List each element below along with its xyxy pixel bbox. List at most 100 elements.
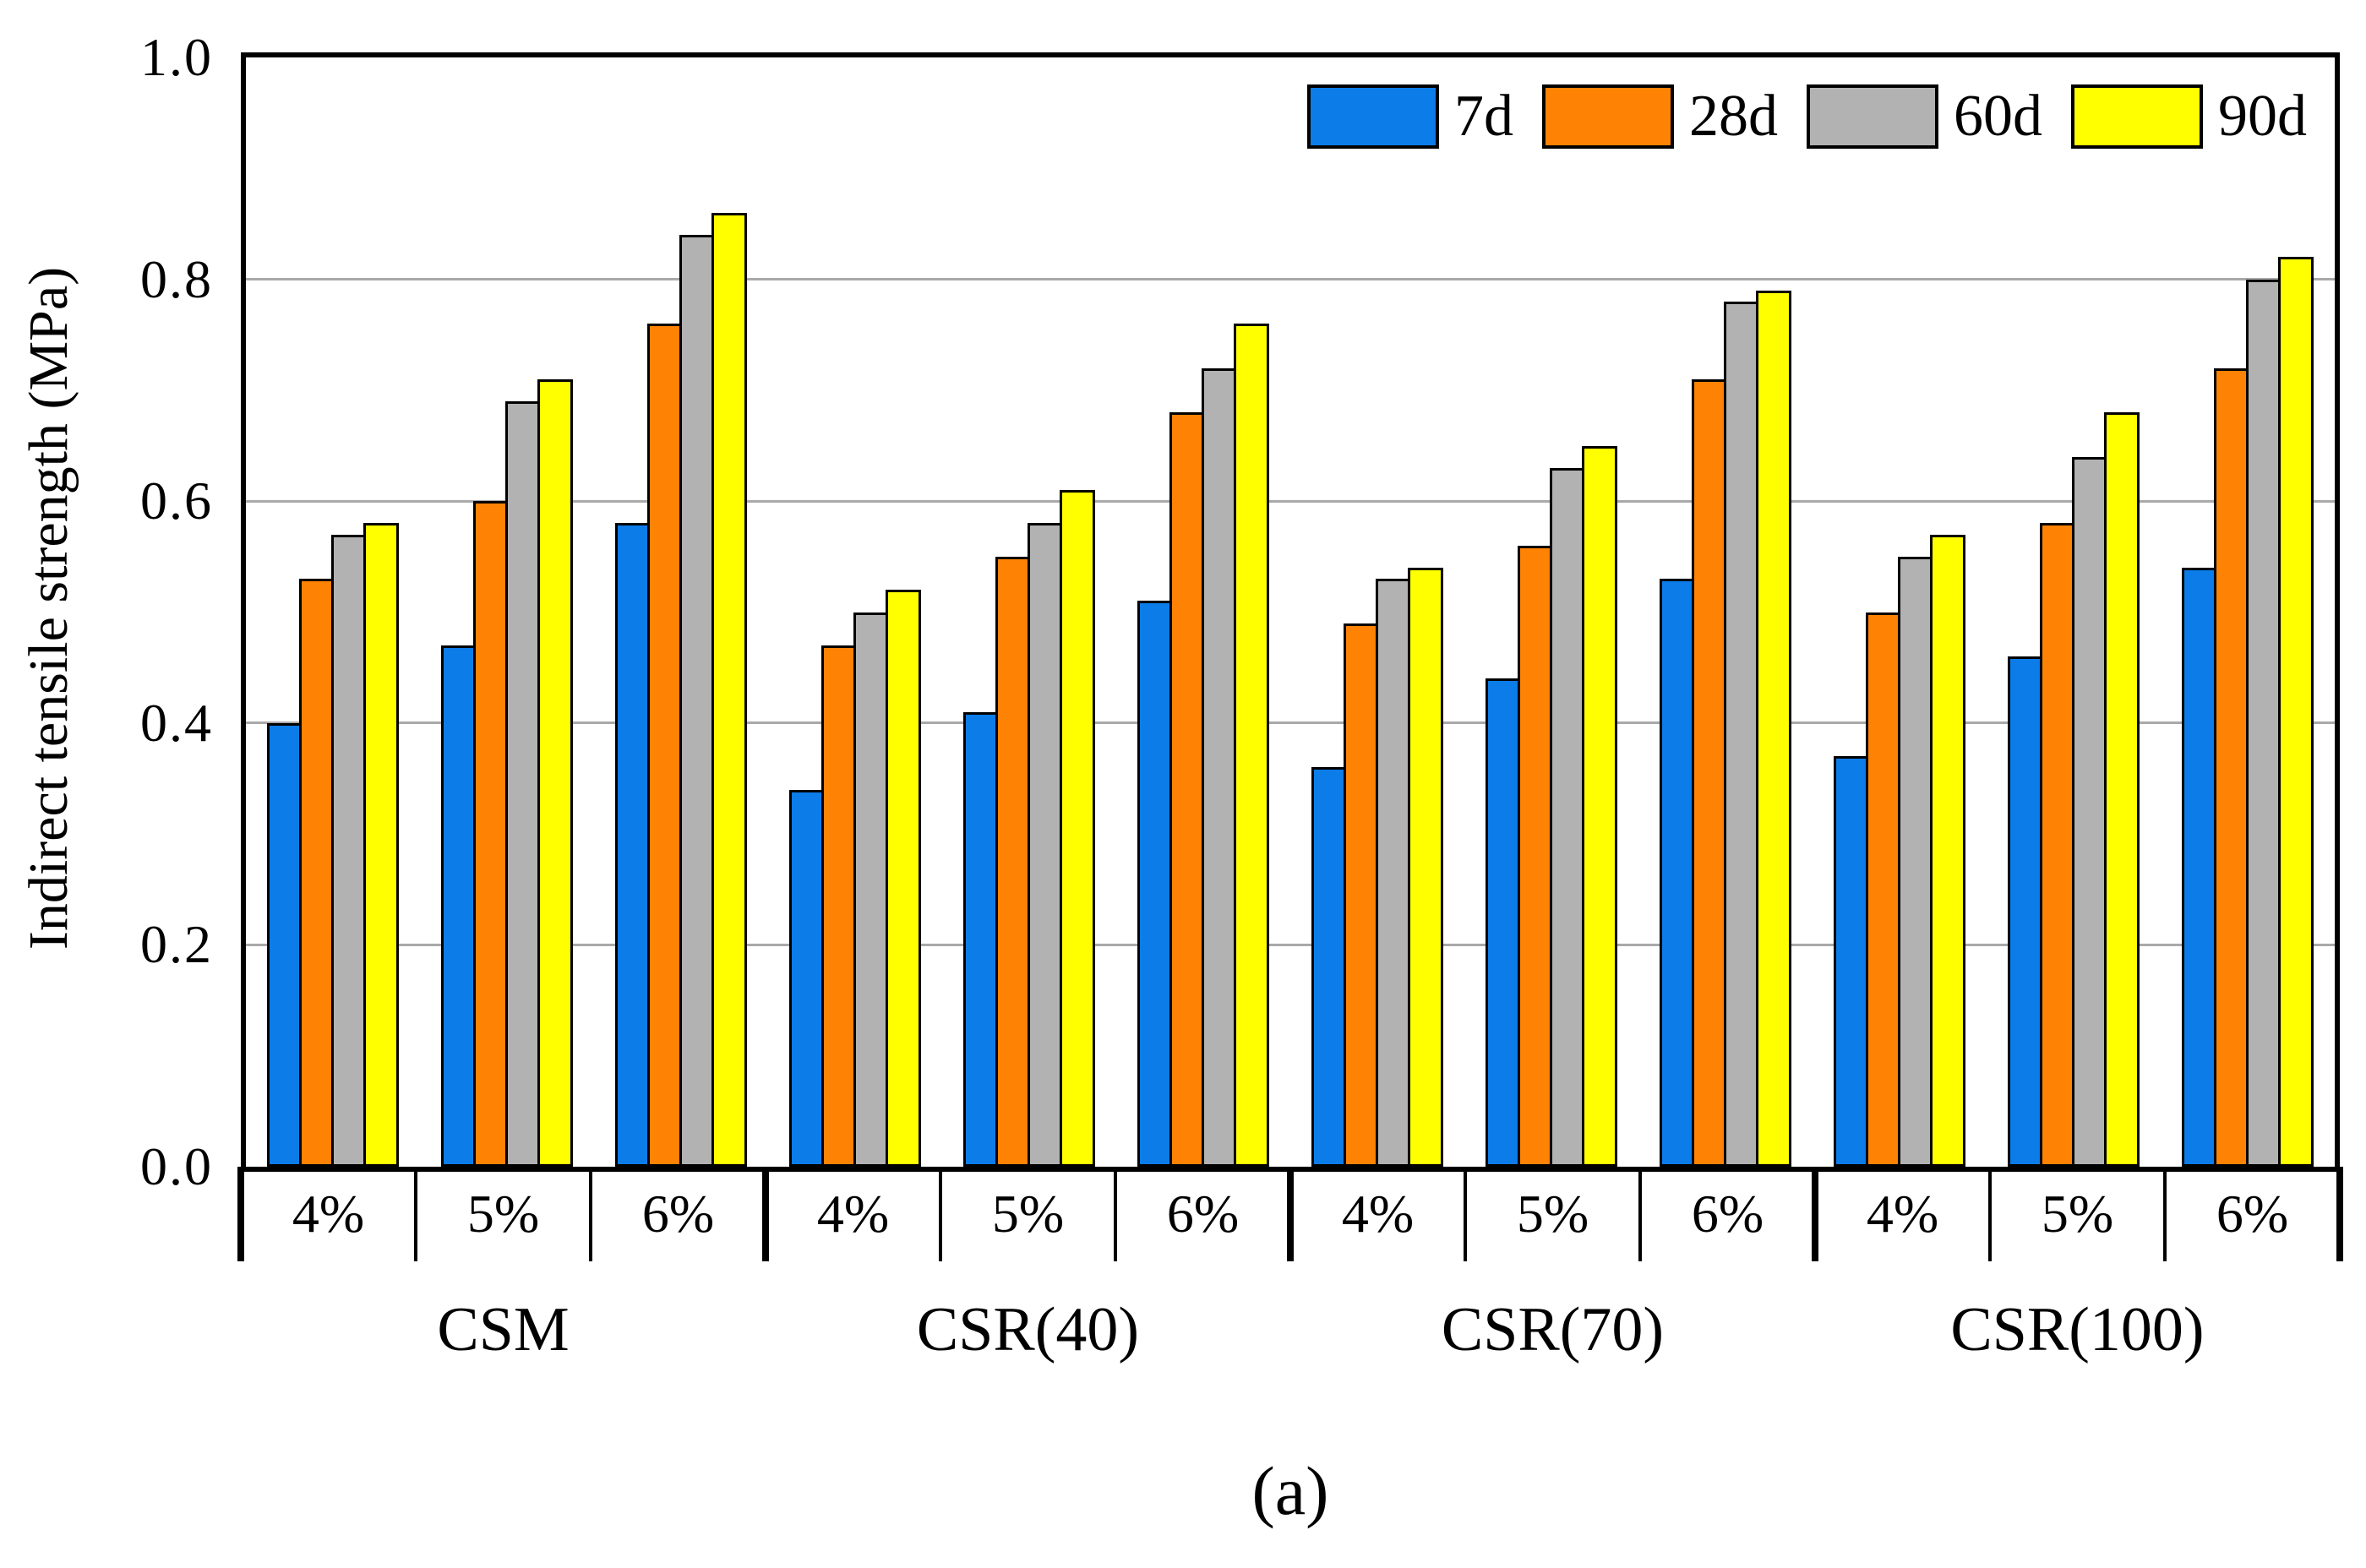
bar-CSR(70)-4%-28d — [1344, 623, 1379, 1167]
bar-CSM-4%-90d — [363, 523, 399, 1167]
legend-label-60d: 60d — [1954, 84, 2042, 149]
legend: 7d 28d 60d 90d — [1307, 84, 2307, 149]
bar-CSR(40)-5%-7d — [963, 711, 999, 1167]
bar-CSR(70)-5%-90d — [1582, 445, 1617, 1167]
gridline-0.2 — [246, 943, 2335, 946]
legend-swatch-7d — [1307, 84, 1439, 149]
bar-CSR(100)-6%-28d — [2214, 368, 2249, 1167]
bar-CSR(70)-4%-90d — [1408, 567, 1443, 1167]
y-tick-0.0: 0.0 — [140, 1136, 213, 1196]
x-label-CSM-5%: 5% — [466, 1184, 540, 1244]
bar-CSR(100)-6%-60d — [2246, 279, 2282, 1167]
x-label-CSR(70)-5%: 5% — [1516, 1184, 1589, 1244]
bar-CSR(70)-6%-60d — [1724, 301, 1759, 1167]
subgroup-separator-tick — [1638, 1167, 1642, 1261]
bar-CSR(100)-5%-60d — [2072, 456, 2107, 1167]
legend-swatch-90d — [2071, 84, 2203, 149]
legend-item-28d: 28d — [1542, 84, 1778, 149]
bar-CSR(70)-5%-60d — [1550, 467, 1585, 1167]
gridline-0.4 — [246, 721, 2335, 725]
bar-CSR(40)-5%-90d — [1060, 490, 1095, 1167]
bar-CSR(40)-4%-60d — [853, 612, 889, 1167]
bar-CSM-5%-60d — [505, 401, 541, 1167]
x-label-CSR(70)-4%: 4% — [1341, 1184, 1415, 1244]
group-separator-tick — [237, 1167, 244, 1261]
bar-CSM-4%-60d — [331, 534, 367, 1167]
bar-CSM-6%-60d — [679, 235, 715, 1167]
subgroup-separator-tick — [1114, 1167, 1117, 1261]
bar-CSM-4%-7d — [267, 722, 303, 1167]
group-separator-tick — [2336, 1167, 2343, 1261]
bar-CSR(40)-6%-90d — [1234, 324, 1269, 1167]
bar-CSR(40)-4%-7d — [789, 789, 825, 1167]
group-separator-tick — [1812, 1167, 1818, 1261]
legend-label-90d: 90d — [2218, 84, 2307, 149]
legend-label-7d: 7d — [1454, 84, 1513, 149]
bar-CSR(40)-5%-60d — [1028, 523, 1063, 1167]
bar-CSR(40)-6%-28d — [1169, 412, 1205, 1167]
bar-CSR(70)-5%-28d — [1518, 545, 1553, 1167]
bar-CSR(100)-4%-28d — [1866, 612, 1901, 1167]
bar-CSR(70)-4%-7d — [1311, 767, 1347, 1167]
subgroup-separator-tick — [1988, 1167, 1992, 1261]
y-axis-tick-labels: 0.0 0.2 0.4 0.6 0.8 1.0 — [0, 30, 213, 1194]
figure-caption: (a) — [1251, 1452, 1329, 1529]
x-label-CSR(100)-6%: 6% — [2216, 1184, 2289, 1244]
subgroup-separator-tick — [1464, 1167, 1467, 1261]
legend-item-90d: 90d — [2071, 84, 2307, 149]
group-label-CSR(100): CSR(100) — [1950, 1294, 2205, 1364]
bar-CSM-6%-90d — [711, 212, 747, 1167]
gridline-0.6 — [246, 499, 2335, 503]
y-tick-0.8: 0.8 — [140, 248, 213, 309]
x-label-CSM-4%: 4% — [292, 1184, 365, 1244]
subgroup-separator-tick — [939, 1167, 942, 1261]
bar-CSM-4%-28d — [299, 579, 335, 1167]
legend-label-28d: 28d — [1689, 84, 1778, 149]
group-label-CSR(70): CSR(70) — [1441, 1294, 1665, 1364]
bar-CSR(40)-4%-90d — [886, 590, 921, 1167]
x-label-CSR(70)-6%: 6% — [1691, 1184, 1764, 1244]
bar-CSM-5%-28d — [473, 501, 509, 1167]
subgroup-separator-tick — [589, 1167, 592, 1261]
bar-CSR(70)-5%-7d — [1486, 678, 1521, 1167]
y-tick-1.0: 1.0 — [140, 27, 213, 87]
bar-CSR(40)-6%-7d — [1137, 601, 1173, 1167]
bar-CSR(70)-6%-28d — [1692, 378, 1727, 1167]
bar-CSR(40)-6%-60d — [1202, 368, 1237, 1167]
y-tick-0.4: 0.4 — [140, 692, 213, 753]
subgroup-separator-tick — [414, 1167, 417, 1261]
x-axis-subgroup-labels: 4% 5% 6% 4% 5% 6% 4% 5% 6% 4% 5% 6% — [237, 1167, 2343, 1261]
x-label-CSR(100)-5%: 5% — [2041, 1184, 2114, 1244]
group-separator-tick — [762, 1167, 769, 1261]
bar-CSM-6%-28d — [647, 324, 683, 1167]
bar-CSR(100)-5%-28d — [2040, 523, 2075, 1167]
group-separator-tick — [1287, 1167, 1294, 1261]
legend-swatch-28d — [1542, 84, 1674, 149]
bar-CSR(100)-6%-7d — [2182, 567, 2217, 1167]
bar-CSM-5%-7d — [441, 645, 477, 1167]
group-label-CSM: CSM — [437, 1294, 570, 1364]
legend-swatch-60d — [1807, 84, 1938, 149]
bar-CSR(100)-4%-60d — [1898, 556, 1933, 1167]
bar-CSR(70)-6%-7d — [1660, 579, 1695, 1167]
bar-CSR(100)-4%-7d — [1834, 756, 1869, 1167]
bar-CSR(100)-5%-7d — [2008, 656, 2043, 1167]
x-axis-group-labels: CSM CSR(40) CSR(70) CSR(100) — [241, 1288, 2340, 1372]
y-tick-0.6: 0.6 — [140, 471, 213, 531]
group-label-CSR(40): CSR(40) — [916, 1294, 1140, 1364]
gridline-0.8 — [246, 278, 2335, 281]
bar-CSR(40)-4%-28d — [821, 645, 857, 1167]
plot-area: 7d 28d 60d 90d — [241, 52, 2340, 1172]
bar-CSR(100)-4%-90d — [1930, 534, 1965, 1167]
bar-CSR(70)-4%-60d — [1376, 579, 1411, 1167]
x-label-CSM-6%: 6% — [641, 1184, 715, 1244]
bar-CSR(100)-5%-90d — [2104, 412, 2140, 1167]
x-label-CSR(40)-5%: 5% — [991, 1184, 1065, 1244]
bar-CSR(70)-6%-90d — [1756, 290, 1791, 1167]
bar-CSM-5%-90d — [537, 378, 573, 1167]
x-label-CSR(100)-4%: 4% — [1866, 1184, 1939, 1244]
legend-item-7d: 7d — [1307, 84, 1513, 149]
bar-CSR(100)-6%-90d — [2278, 257, 2314, 1167]
x-label-CSR(40)-6%: 6% — [1166, 1184, 1240, 1244]
bar-CSM-6%-7d — [615, 523, 651, 1167]
